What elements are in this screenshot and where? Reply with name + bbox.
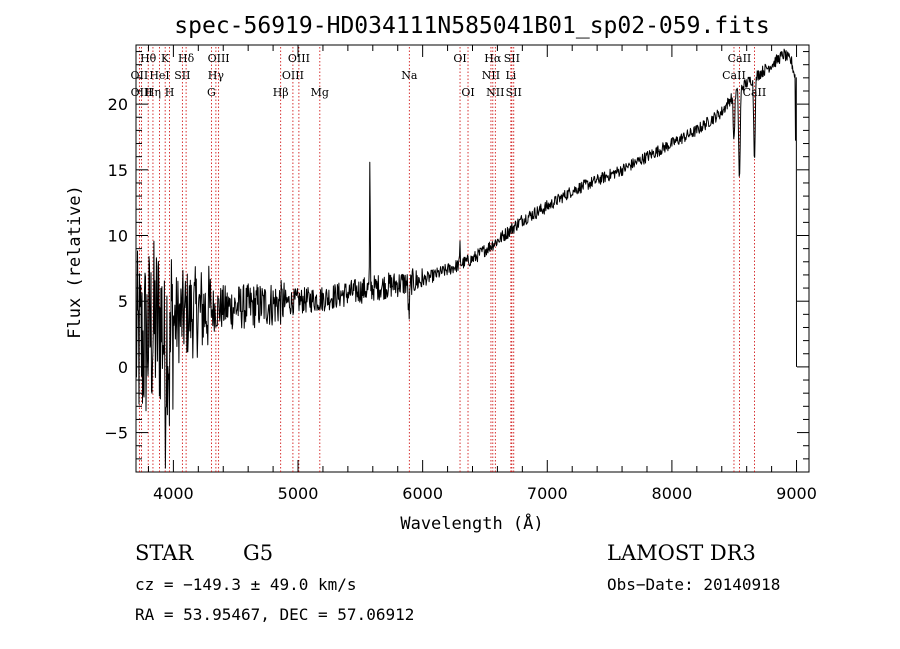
y-tick-label: 10 bbox=[108, 227, 128, 246]
line-marker-label: CaII bbox=[743, 86, 767, 99]
line-marker-label: OIII bbox=[288, 52, 310, 65]
line-marker-label: CaII bbox=[722, 69, 746, 82]
x-tick-label: 4000 bbox=[153, 484, 194, 503]
axis-ticks bbox=[136, 45, 809, 472]
object-subclass: G5 bbox=[243, 541, 273, 565]
line-marker-label: OII bbox=[131, 69, 149, 82]
line-marker-label: Hβ bbox=[273, 86, 289, 99]
y-tick-label: −5 bbox=[104, 424, 128, 443]
line-marker-label: K bbox=[161, 52, 170, 65]
y-tick-label: 0 bbox=[118, 358, 128, 377]
line-marker-label: Hδ bbox=[178, 52, 195, 65]
line-marker-label: Mg bbox=[311, 86, 329, 99]
line-marker-label-group: Hθ OII OIII K HeI Hη Hδ SII H OIII Hγ G OIII OIII Hβ Mg… bbox=[131, 52, 767, 99]
redshift-velocity: cz = −149.3 ± 49.0 km/s bbox=[135, 575, 357, 594]
line-marker-label: SII bbox=[174, 69, 190, 82]
line-marker-label: Na bbox=[401, 69, 418, 82]
line-marker-label: OIII bbox=[282, 69, 304, 82]
line-marker-label: OIII bbox=[131, 86, 153, 99]
x-tick-label: 9000 bbox=[776, 484, 817, 503]
line-marker-label: HeI bbox=[149, 69, 169, 82]
chart-title: spec-56919-HD034111N585041B01_sp02-059.f… bbox=[174, 13, 769, 39]
line-marker-label: Hγ bbox=[208, 69, 225, 82]
x-tick-label: 5000 bbox=[278, 484, 319, 503]
line-marker-label: OI bbox=[461, 86, 474, 99]
spectrum-series-line bbox=[135, 48, 797, 469]
line-marker-label: SII bbox=[504, 52, 520, 65]
line-marker-label: G bbox=[207, 86, 216, 99]
line-marker-label: CaII bbox=[728, 52, 752, 65]
line-marker-label: Hα bbox=[484, 52, 502, 65]
y-tick-label: 5 bbox=[118, 292, 128, 311]
line-marker-label: OI bbox=[453, 52, 466, 65]
x-tick-label: 8000 bbox=[652, 484, 693, 503]
y-tick-label: 15 bbox=[108, 161, 128, 180]
axis-tick-labels: 4000 5000 6000 7000 8000 9000 −5 0 5 10 15 20 bbox=[104, 95, 816, 503]
sky-coordinates: RA = 53.95467, DEC = 57.06912 bbox=[135, 605, 414, 624]
line-marker-label: NII bbox=[486, 86, 504, 99]
x-tick-label: 6000 bbox=[402, 484, 443, 503]
y-axis-label: Flux (relative) bbox=[65, 185, 85, 339]
x-axis-label: Wavelength (Å) bbox=[400, 512, 543, 534]
line-marker-label: Hθ bbox=[140, 52, 157, 65]
y-tick-label: 20 bbox=[108, 95, 128, 114]
observation-date: Obs−Date: 20140918 bbox=[607, 575, 780, 594]
line-marker-label: SII bbox=[506, 86, 522, 99]
line-marker-label: NII bbox=[482, 69, 500, 82]
survey-name: LAMOST DR3 bbox=[607, 541, 756, 565]
line-marker-group bbox=[138, 47, 755, 472]
object-class: STAR bbox=[135, 541, 194, 565]
line-marker-label: Hη bbox=[145, 86, 161, 99]
x-tick-label: 7000 bbox=[527, 484, 568, 503]
line-marker-label: OIII bbox=[208, 52, 230, 65]
line-marker-label: Li bbox=[505, 69, 516, 82]
line-marker-label: H bbox=[165, 86, 175, 99]
